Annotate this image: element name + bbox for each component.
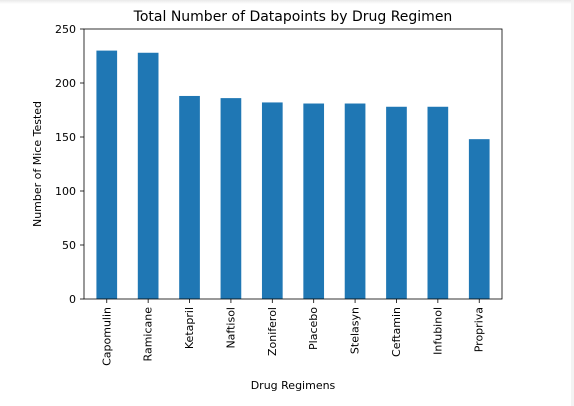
y-tick-label: 50	[62, 239, 76, 252]
right-edge-border	[571, 0, 574, 406]
x-tick-label-infubinol: Infubinol	[431, 307, 444, 355]
y-tick-label: 0	[69, 293, 76, 306]
x-tick-label-zoniferol: Zoniferol	[266, 307, 279, 356]
x-tick-label-naftisol: Naftisol	[224, 307, 237, 349]
bar-capomulin	[96, 50, 118, 299]
top-edge-shadow	[0, 0, 574, 4]
x-tick-label-propriva: Propriva	[473, 307, 486, 352]
bar-ceftamin	[386, 106, 407, 299]
x-tick-label-ceftamin: Ceftamin	[390, 307, 403, 357]
y-axis-label: Number of Mice Tested	[31, 101, 44, 227]
bar-ketapril	[179, 95, 200, 300]
y-tick-label: 200	[55, 77, 76, 90]
bar-naftisol	[220, 98, 242, 300]
chart-title: Total Number of Datapoints by Drug Regim…	[133, 9, 453, 25]
x-tick-label-placebo: Placebo	[307, 307, 320, 350]
x-axis: Capomulin Ramicane Ketapril Naftisol Zonifer…	[100, 299, 486, 366]
y-axis: 0 50 100 150 200 250	[55, 23, 84, 306]
y-tick-label: 250	[55, 23, 76, 36]
plot-frame	[83, 28, 503, 300]
x-tick-label-capomulin: Capomulin	[100, 307, 113, 366]
bar-zoniferol	[261, 102, 283, 299]
bars-group	[96, 50, 490, 300]
y-tick-label: 150	[55, 131, 76, 144]
x-axis-label: Drug Regimens	[251, 379, 336, 392]
x-tick-label-ketapril: Ketapril	[183, 307, 196, 349]
bar-placebo	[303, 103, 325, 300]
bar-infubinol	[427, 106, 449, 299]
bar-propriva	[468, 139, 490, 299]
x-tick-label-ramicane: Ramicane	[142, 307, 155, 362]
bar-ramicane	[137, 52, 159, 300]
bar-stelasyn	[344, 103, 366, 300]
y-tick-label: 100	[55, 185, 76, 198]
x-tick-label-stelasyn: Stelasyn	[349, 307, 362, 354]
